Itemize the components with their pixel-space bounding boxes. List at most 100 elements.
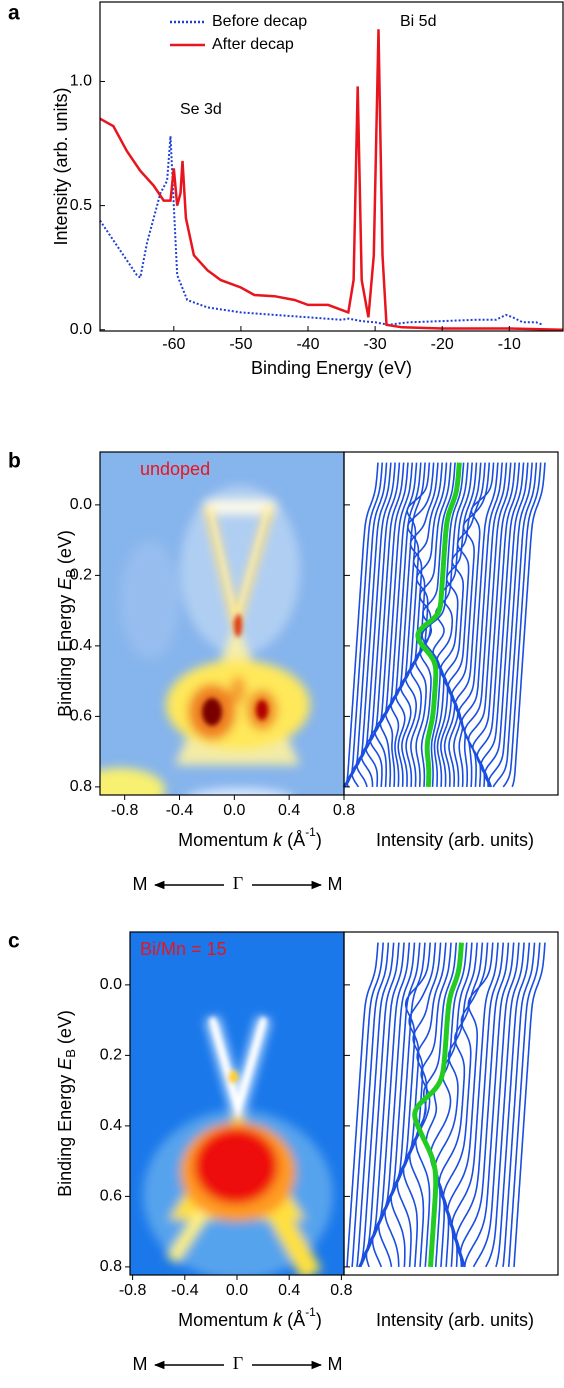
x-axis-title-part: -1 [305, 1305, 316, 1319]
legend-label: After decap [212, 36, 294, 53]
edc-curve [359, 942, 400, 1268]
edc-curve [356, 942, 390, 1268]
y-tick-label: 0.2 [70, 567, 92, 584]
edc-curve [463, 942, 515, 1268]
y-axis-title-part: E [55, 1057, 75, 1070]
intensity-map [130, 932, 344, 1275]
y-axis-title-part: B [63, 569, 78, 578]
y-tick-label: 0.2 [100, 1047, 122, 1064]
y-axis-title: Binding Energy EB (eV) [55, 530, 79, 717]
edc-curve [384, 942, 431, 1267]
edc-curve [476, 462, 521, 787]
direction-label: M [328, 1354, 343, 1374]
edc-curve [359, 942, 395, 1268]
y-tick-label: 0.6 [70, 708, 92, 725]
edc-frame [343, 931, 559, 1276]
direction-label: Γ [233, 873, 243, 893]
x-tick-label: -40 [296, 336, 319, 353]
y-tick-label: 0.5 [70, 197, 92, 214]
edc-curve [425, 942, 468, 1267]
x-tick-label: 0.8 [330, 1282, 352, 1299]
peak-annotation: Se 3d [180, 101, 222, 118]
edc-curve [421, 462, 465, 787]
edc-curve [408, 942, 452, 1267]
edc-curve [467, 462, 512, 787]
panel-letter: b [8, 450, 21, 473]
direction-label: M [328, 874, 343, 894]
edc-curve [471, 462, 516, 787]
x-tick-label: 0.0 [226, 1282, 248, 1299]
x-axis-title-part: k [273, 1310, 283, 1330]
edc-curve [463, 462, 508, 787]
direction-label: M [133, 1354, 148, 1374]
x-axis-title-part: ) [316, 830, 322, 850]
y-axis-title-part: (eV) [55, 1010, 75, 1049]
edc-curve [483, 462, 529, 788]
edc-curve [346, 462, 392, 788]
edc-curve [495, 942, 531, 1268]
y-axis-title-part: (eV) [55, 530, 75, 569]
plot-frame [99, 1, 564, 332]
edc-curve [378, 942, 426, 1268]
x-tick-label: 0.8 [333, 802, 355, 819]
edc-curve [451, 942, 499, 1268]
x-axis-title-part: (Å [282, 1310, 305, 1330]
x2-axis-title: Intensity (arb. units) [376, 1310, 534, 1330]
edc-curve-gamma [415, 462, 462, 788]
edc-curve [492, 462, 538, 788]
sample-label: undoped [140, 459, 210, 479]
y-tick-label: 0.8 [70, 778, 92, 795]
x-tick-label: -60 [162, 336, 185, 353]
x-tick-label: -0.4 [171, 1282, 199, 1299]
edc-curve [513, 942, 546, 1267]
edc-curve [454, 462, 495, 787]
edc-curve [502, 942, 536, 1268]
x-axis-title-part: k [273, 830, 283, 850]
x-tick-label: 0.4 [278, 1282, 300, 1299]
edc-curve [346, 942, 379, 1267]
edc-curve [429, 942, 473, 1267]
edc-curve [351, 462, 396, 788]
edc-curve [507, 942, 541, 1267]
intensity-map [100, 452, 344, 795]
y-axis-title: Intensity (arb. units) [51, 87, 71, 245]
x-axis-title: Binding Energy (eV) [251, 358, 412, 378]
edc-curve [359, 942, 411, 1268]
edc-curve [455, 942, 504, 1268]
x-axis-title-part: -1 [305, 825, 316, 839]
edc-curve [373, 462, 418, 787]
y-tick-label: 0.0 [70, 496, 92, 513]
edc-curve [487, 462, 533, 788]
y-tick-label: 0.6 [100, 1188, 122, 1205]
edc-curve [342, 462, 388, 788]
y-axis-title-part: E [55, 577, 75, 590]
edc-curve [480, 462, 525, 788]
edc-curve [459, 942, 510, 1268]
y-tick-label: 0.0 [100, 976, 122, 993]
edc-curve [511, 462, 546, 788]
x-tick-label: -30 [364, 336, 387, 353]
edc-curve [502, 462, 542, 788]
edc-curve [390, 462, 431, 787]
legend-label: Before decap [212, 13, 307, 30]
peak-annotation: Bi 5d [400, 13, 436, 30]
edc-curve [484, 942, 525, 1268]
y-tick-label: 1.0 [70, 73, 92, 90]
y-tick-label: 0.4 [100, 1117, 122, 1134]
edc-curve [472, 942, 520, 1268]
sample-label: Bi/Mn = 15 [140, 939, 227, 959]
x-tick-label: -0.8 [119, 1282, 147, 1299]
edc-curve [390, 942, 437, 1267]
edc-curve [439, 462, 478, 787]
x-axis-title: Momentum k (Å-1) [178, 825, 322, 850]
y-axis-title-part: Binding Energy [55, 1070, 75, 1197]
x-tick-label: -20 [431, 336, 454, 353]
x-tick-label: 0.4 [278, 802, 300, 819]
x-tick-label: -0.4 [166, 802, 194, 819]
y-tick-label: 0.0 [70, 321, 92, 338]
direction-label: M [133, 874, 148, 894]
edc-curve [450, 462, 491, 787]
edc-curve-gamma [412, 942, 464, 1268]
edc-curve [351, 942, 384, 1267]
